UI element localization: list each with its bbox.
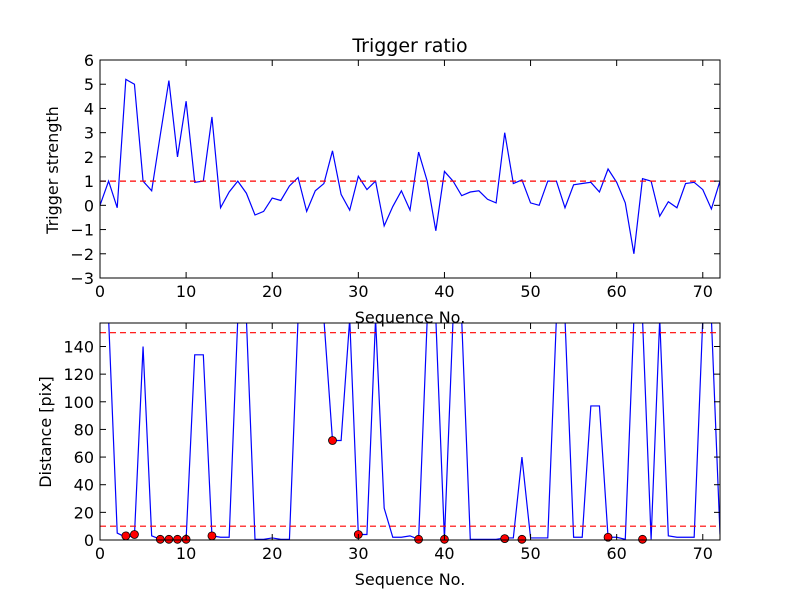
x-tick-label: 20 bbox=[262, 544, 282, 563]
distance-chart: Sequence No. Distance [pix] 0 10 20 30 40 50 6… bbox=[36, 322, 721, 589]
y-tick-label: 20 bbox=[74, 503, 94, 522]
y-tick-label: 5 bbox=[84, 75, 94, 94]
y-tick-label: 3 bbox=[84, 124, 94, 143]
data-point-marker bbox=[638, 534, 647, 544]
y-tick-label: 120 bbox=[63, 365, 94, 384]
plot-area: 0 10 20 30 40 50 60 70 −3 −2 −1 0 1 2 3 4 5 6 bbox=[70, 51, 721, 301]
y-tick-label: 100 bbox=[63, 393, 94, 412]
x-tick-label: 30 bbox=[348, 544, 368, 563]
data-point-marker bbox=[517, 534, 527, 544]
x-tick-label: 50 bbox=[520, 544, 540, 563]
x-tick-label: 10 bbox=[176, 544, 196, 563]
y-tick-label: 0 bbox=[84, 531, 94, 550]
series-line bbox=[108, 323, 720, 540]
x-tick-label: 60 bbox=[606, 282, 626, 301]
chart-title: Trigger ratio bbox=[351, 35, 467, 57]
y-tick-label: 2 bbox=[84, 148, 94, 167]
data-point-marker bbox=[414, 534, 424, 544]
y-tick-label: 0 bbox=[84, 196, 94, 215]
data-point-marker bbox=[155, 534, 165, 544]
data-point-marker bbox=[500, 534, 510, 544]
data-point-marker bbox=[130, 530, 139, 539]
y-tick-label: 4 bbox=[84, 99, 94, 118]
x-tick-label: 20 bbox=[262, 282, 282, 301]
y-tick-label: −1 bbox=[70, 221, 94, 240]
y-tick-label: −2 bbox=[70, 245, 94, 264]
x-axis-label: Sequence No. bbox=[355, 570, 466, 589]
y-axis-label: Distance [pix] bbox=[36, 376, 55, 488]
x-tick-label: 70 bbox=[693, 282, 713, 301]
x-tick-label: 60 bbox=[606, 544, 626, 563]
series-line bbox=[100, 78, 720, 254]
x-tick-label: 70 bbox=[693, 544, 713, 563]
y-tick-label: 1 bbox=[84, 172, 94, 191]
y-tick-label: 40 bbox=[74, 476, 94, 495]
y-tick-label: 140 bbox=[63, 337, 94, 356]
y-axis-label: Trigger strength bbox=[43, 106, 62, 235]
x-tick-label: 40 bbox=[434, 544, 454, 563]
y-tick-label: 80 bbox=[74, 420, 94, 439]
x-tick-label: 0 bbox=[95, 282, 105, 301]
plot-frame bbox=[99, 59, 721, 279]
data-point-marker bbox=[603, 532, 613, 542]
x-axis-label: Sequence No. bbox=[355, 308, 466, 327]
y-tick-label: 60 bbox=[74, 448, 94, 467]
x-tick-label: 50 bbox=[520, 282, 540, 301]
data-point-marker bbox=[328, 436, 337, 445]
data-point-marker bbox=[164, 534, 174, 544]
y-tick-label: −3 bbox=[70, 269, 94, 288]
x-tick-label: 40 bbox=[434, 282, 454, 301]
x-tick-label: 30 bbox=[348, 282, 368, 301]
y-tick-label: 6 bbox=[84, 51, 94, 70]
plot-area: 0 10 20 30 40 50 60 70 0 20 40 60 80 100 120 140 bbox=[63, 322, 721, 563]
data-point-marker bbox=[173, 534, 182, 544]
x-tick-label: 0 bbox=[95, 544, 105, 563]
data-point-marker bbox=[207, 531, 217, 541]
plot-frame bbox=[99, 322, 721, 541]
trigger-ratio-chart: Trigger ratio Sequence No. Trigger stren… bbox=[43, 35, 721, 327]
data-point-marker bbox=[121, 531, 131, 541]
x-tick-label: 10 bbox=[176, 282, 196, 301]
